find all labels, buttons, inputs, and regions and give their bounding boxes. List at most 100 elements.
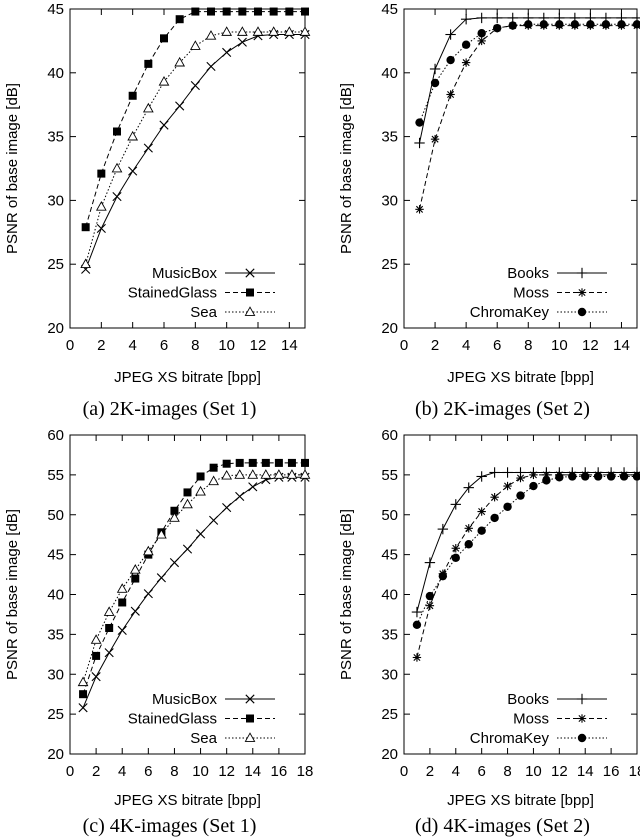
data-point — [477, 526, 486, 535]
data-point — [446, 55, 455, 65]
series-stainedglass — [79, 458, 309, 699]
data-point — [430, 134, 440, 144]
data-point — [159, 120, 169, 130]
series-chromakey — [412, 472, 640, 630]
data-point — [221, 469, 233, 480]
legend: MusicBox StainedGlass Sea — [128, 691, 275, 747]
y-tick-label: 45 — [47, 547, 64, 564]
legend-marker — [577, 733, 587, 743]
data-point — [502, 467, 513, 478]
x-tick-label: 8 — [503, 763, 511, 780]
x-tick-label: 18 — [297, 763, 314, 780]
x-tick-label: 10 — [551, 337, 568, 354]
data-point — [415, 118, 424, 127]
data-point — [248, 458, 257, 467]
data-point — [127, 130, 139, 141]
data-point — [446, 90, 455, 99]
data-point — [234, 469, 246, 479]
panel-caption: (d) 4K-images (Set 2) — [415, 815, 590, 837]
x-tick-label: 0 — [400, 763, 408, 780]
chart-panel: 20 25 30 35 40 45 0 2 4 6 8 10 12 14 JPEG XS bitrate [… — [338, 1, 640, 420]
data-point — [97, 169, 106, 178]
data-point — [492, 12, 503, 24]
series-line — [85, 11, 305, 228]
y-tick-label: 20 — [381, 746, 398, 763]
data-point — [195, 529, 206, 539]
x-axis-label: JPEG XS bitrate [bpp] — [447, 369, 594, 386]
data-point — [142, 102, 154, 113]
data-point — [286, 469, 298, 479]
x-tick-label: 12 — [551, 763, 568, 780]
x-tick-label: 2 — [97, 337, 105, 354]
x-tick-label: 4 — [462, 337, 470, 354]
data-point — [235, 491, 245, 501]
data-point — [524, 20, 533, 29]
data-point — [80, 258, 92, 269]
legend-marker — [577, 307, 587, 317]
data-point — [248, 482, 258, 492]
data-point — [112, 191, 122, 202]
data-point — [175, 101, 185, 111]
data-point — [189, 40, 201, 50]
data-point — [606, 472, 616, 481]
y-tick-label: 60 — [47, 427, 64, 444]
data-point — [581, 472, 590, 481]
x-tick-label: 8 — [524, 337, 532, 354]
series-sea — [77, 469, 311, 687]
y-tick-label: 40 — [381, 65, 398, 82]
series-stainedglass — [81, 7, 309, 232]
x-tick-label: 14 — [244, 763, 261, 780]
series-moss — [415, 21, 640, 214]
x-tick-label: 2 — [431, 337, 439, 354]
data-point — [477, 507, 486, 516]
data-point — [205, 30, 217, 40]
data-point — [182, 544, 193, 554]
data-point — [169, 558, 180, 568]
data-point — [131, 574, 140, 583]
data-point — [451, 553, 460, 563]
data-point — [260, 469, 272, 479]
data-point — [437, 523, 449, 535]
chart-panel: 20 25 30 35 40 45 0 2 4 6 8 10 12 14 JPEG XS bitrate [… — [4, 1, 311, 420]
series-line — [416, 476, 637, 626]
data-point — [542, 476, 551, 485]
data-point — [460, 14, 472, 25]
x-tick-label: 18 — [629, 763, 640, 780]
y-tick-label: 50 — [381, 507, 398, 524]
data-point — [516, 473, 525, 483]
data-point — [104, 648, 114, 658]
legend-label: MusicBox — [152, 691, 218, 708]
x-tick-label: 16 — [271, 763, 288, 780]
data-point — [129, 564, 141, 574]
data-point — [425, 601, 435, 610]
data-point — [128, 166, 138, 176]
data-point — [221, 26, 233, 36]
data-point — [237, 37, 247, 47]
legend-label: Sea — [190, 730, 217, 747]
data-point — [105, 623, 114, 632]
data-point — [299, 26, 311, 36]
x-tick-label: 14 — [281, 337, 298, 354]
y-axis-label: PSNR of base image [dB] — [4, 83, 21, 254]
data-point — [285, 7, 294, 16]
data-point — [252, 26, 264, 36]
y-tick-label: 25 — [381, 706, 398, 723]
legend-label: Sea — [190, 304, 217, 321]
series-line — [416, 474, 637, 658]
data-point — [103, 606, 115, 616]
data-point — [235, 458, 244, 467]
y-tick-label: 35 — [47, 626, 64, 643]
data-point — [195, 485, 206, 496]
x-tick-label: 4 — [452, 763, 460, 780]
y-tick-label: 35 — [381, 626, 398, 643]
y-tick-label: 20 — [47, 746, 64, 763]
data-point — [529, 481, 538, 491]
y-tick-label: 40 — [47, 587, 64, 604]
y-tick-label: 20 — [381, 320, 398, 337]
legend-label: StainedGlass — [128, 711, 217, 728]
data-point — [238, 7, 247, 16]
y-tick-label: 40 — [381, 587, 398, 604]
x-tick-label: 10 — [218, 337, 235, 354]
